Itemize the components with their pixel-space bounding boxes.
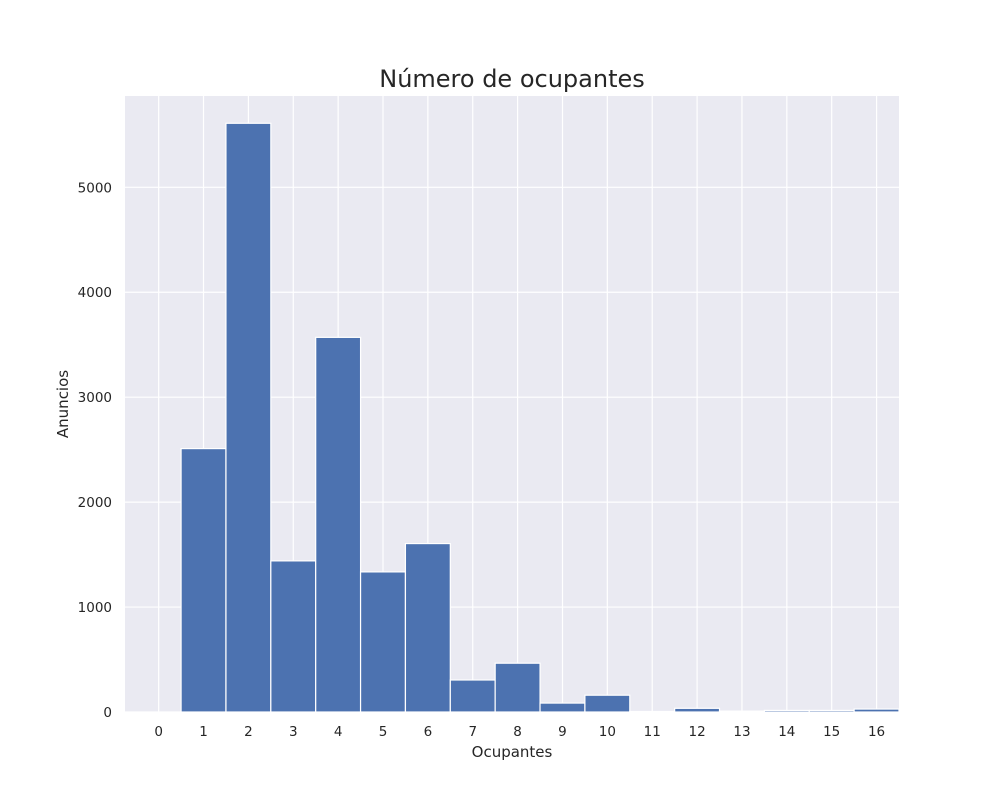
chart-title: Número de ocupantes	[379, 65, 645, 93]
x-tick-label: 16	[868, 724, 885, 740]
x-tick-label: 14	[778, 724, 795, 740]
bar-9	[539, 702, 586, 713]
bar-14	[763, 709, 810, 713]
x-tick-label: 10	[599, 724, 616, 740]
bars	[180, 122, 900, 713]
x-tick-label: 9	[558, 724, 567, 740]
bar-7	[449, 679, 496, 713]
x-tick-label: 0	[154, 724, 163, 740]
bar-4	[315, 336, 362, 713]
x-tick-label: 4	[334, 724, 343, 740]
bar-8	[494, 662, 541, 713]
bar-16	[853, 708, 900, 713]
y-tick-labels: 0 1000 2000 3000 4000 5000	[78, 180, 112, 721]
bar-11	[629, 710, 676, 713]
y-tick-label: 1000	[78, 600, 112, 616]
x-tick-label: 3	[289, 724, 298, 740]
bar-12	[674, 707, 721, 713]
bar-6	[404, 542, 451, 713]
x-tick-label: 15	[823, 724, 840, 740]
y-axis-label: Anuncios	[54, 370, 72, 438]
x-tick-labels: 0 1 2 3 4 5 6 7 8 9 10 11 12 13 14 15 16	[154, 724, 885, 740]
y-tick-label: 3000	[78, 390, 112, 406]
x-tick-label: 1	[199, 724, 208, 740]
x-tick-label: 2	[244, 724, 253, 740]
x-axis-label: Ocupantes	[472, 743, 553, 761]
bar-2	[225, 122, 272, 713]
y-tick-label: 5000	[78, 180, 112, 196]
bar-5	[359, 571, 407, 713]
y-tick-label: 0	[103, 705, 112, 721]
x-tick-label: 6	[424, 724, 433, 740]
y-tick-label: 4000	[78, 285, 112, 301]
x-tick-label: 12	[688, 724, 705, 740]
bar-15	[808, 709, 855, 713]
x-tick-label: 5	[379, 724, 388, 740]
bar-10	[584, 694, 631, 713]
x-tick-label: 8	[513, 724, 522, 740]
bar-13	[718, 710, 765, 713]
x-tick-label: 11	[644, 724, 661, 740]
y-tick-label: 2000	[78, 495, 112, 511]
x-tick-label: 13	[733, 724, 750, 740]
x-tick-label: 7	[468, 724, 477, 740]
bar-3	[270, 560, 317, 713]
bar-1	[180, 447, 227, 713]
